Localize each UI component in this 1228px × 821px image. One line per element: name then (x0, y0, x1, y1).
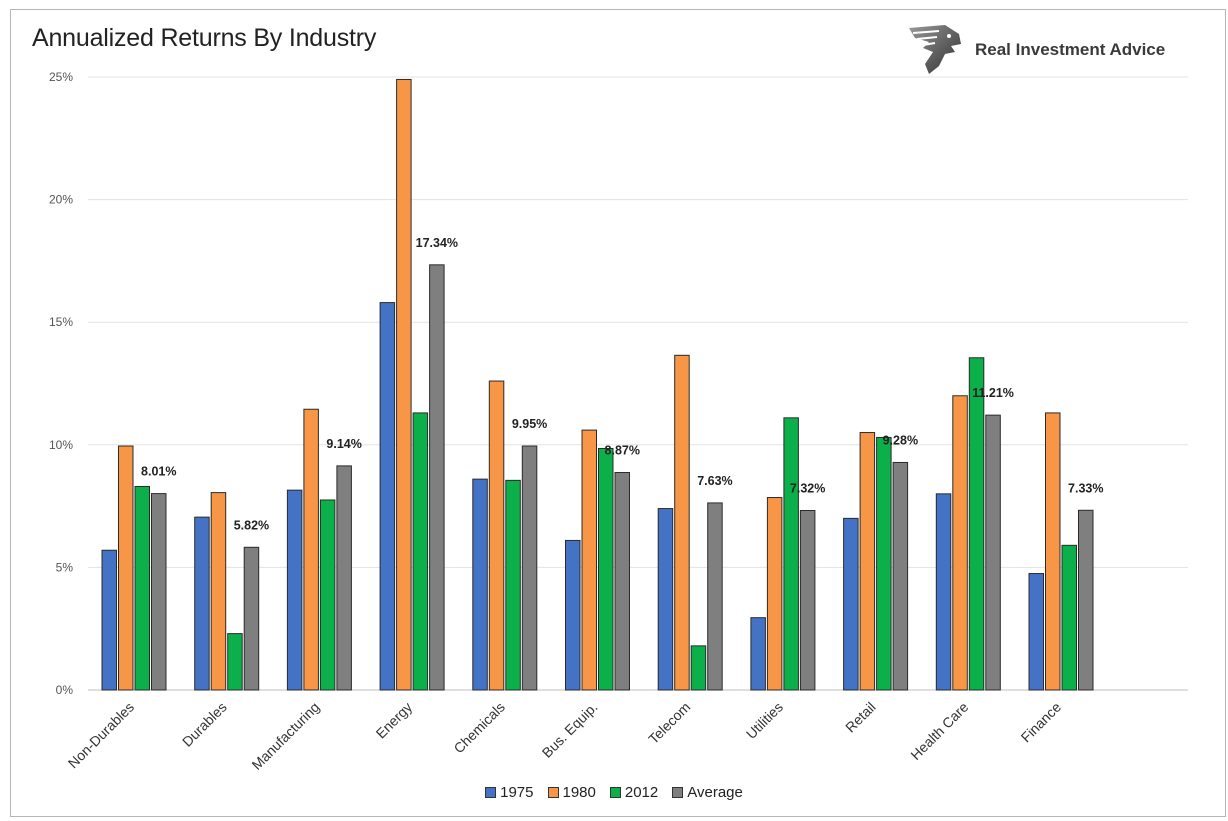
data-label-average: 17.34% (416, 236, 458, 250)
x-axis-categories: Non-Durables Durables Manufacturing Energy C… (65, 699, 1065, 773)
bar-2012-finance (1061, 544, 1077, 691)
legend-label: 2012 (624, 784, 659, 801)
bar-2012-telecom (690, 645, 707, 691)
y-tick-label: 15% (49, 315, 73, 329)
brand-logo: Real Investment Advice (905, 22, 1205, 80)
bar-average-chemicals (521, 445, 538, 691)
bar-1975-non-durables (101, 549, 117, 691)
chart-title: Annualized Returns By Industry (32, 24, 377, 52)
legend-item: 1975 (485, 784, 534, 801)
legend-swatch (485, 787, 497, 798)
bar-1975-energy (379, 302, 396, 691)
bar-1975-bus-equip- (565, 539, 581, 691)
bar-average-retail (892, 461, 909, 691)
bar-1975-telecom (657, 508, 674, 691)
bar-1980-energy (396, 78, 412, 691)
legend-label: 1975 (500, 784, 534, 801)
bar-1980-bus-equip- (581, 429, 597, 691)
y-tick-label: 25% (49, 70, 73, 84)
bar-2012-retail (876, 436, 892, 691)
bar-1975-manufacturing (286, 489, 303, 691)
data-label-average: 8.01% (141, 465, 176, 479)
data-label-average: 9.95% (512, 417, 547, 431)
y-tick-label: 0% (56, 683, 74, 697)
data-label-average: 7.63% (697, 474, 732, 488)
bar-2012-chemicals (505, 479, 521, 691)
bar-1975-health-care (935, 493, 952, 691)
bar-2012-manufacturing (319, 499, 336, 691)
x-category-label: Telecom (645, 699, 693, 747)
bar-1975-finance (1028, 573, 1044, 691)
bar-1980-utilities (766, 497, 783, 691)
x-category-label: Bus. Equip. (539, 699, 601, 761)
bar-average-utilities (799, 510, 816, 691)
legend-item: Average (672, 784, 743, 801)
data-label-average: 9.28% (883, 433, 918, 447)
x-category-label: Energy (373, 699, 416, 742)
bar-1980-manufacturing (303, 408, 319, 691)
x-category-label: Manufacturing (248, 699, 322, 773)
bar-average-finance (1078, 509, 1094, 691)
bar-average-energy (429, 264, 445, 691)
bar-1975-retail (843, 517, 859, 691)
bar-average-telecom (707, 502, 723, 691)
y-tick-label: 5% (56, 560, 74, 574)
data-label-average: 7.33% (1068, 481, 1103, 495)
x-category-label: Non-Durables (65, 699, 137, 771)
bars (101, 78, 1094, 691)
bar-average-durables (243, 546, 260, 691)
y-tick-label: 20% (49, 193, 73, 207)
x-category-label: Durables (179, 699, 230, 750)
x-category-label: Utilities (743, 699, 786, 742)
brand-name: Real Investment Advice (975, 40, 1166, 59)
bar-1975-utilities (750, 617, 766, 691)
bar-1980-durables (210, 492, 227, 691)
legend-swatch (547, 787, 559, 798)
bar-1980-telecom (674, 354, 690, 691)
x-category-label: Health Care (907, 699, 971, 763)
bar-2012-health-care (968, 357, 985, 691)
legend: 1975 1980 2012 Average (0, 784, 1228, 801)
gridlines (88, 76, 1188, 691)
legend-swatch (609, 787, 621, 798)
data-label-average: 7.32% (790, 482, 825, 496)
bar-1975-durables (194, 516, 210, 691)
legend-label: 1980 (562, 784, 596, 801)
y-axis-ticks: 0% 5% 10% 15% 20% 25% (49, 70, 73, 697)
legend-label: Average (687, 784, 743, 801)
bar-average-manufacturing (336, 465, 352, 691)
bar-1980-non-durables (118, 445, 134, 691)
bar-average-non-durables (151, 493, 167, 691)
bar-2012-utilities (783, 417, 799, 691)
bar-1980-chemicals (488, 380, 505, 691)
data-labels: 8.01% 5.82% 9.14% 17.34% 9.95% 8.87% 7.63% 7.32… (141, 236, 1103, 532)
bar-1980-retail (859, 432, 876, 691)
x-category-label: Chemicals (450, 699, 508, 757)
bar-2012-energy (412, 412, 429, 691)
bar-2012-durables (227, 633, 243, 691)
data-label-average: 5.82% (234, 518, 269, 532)
bar-average-bus-equip- (614, 472, 630, 691)
eagle-head-icon (909, 25, 961, 74)
data-label-average: 11.21% (972, 386, 1014, 400)
x-category-label: Retail (842, 699, 879, 736)
data-label-average: 9.14% (326, 437, 361, 451)
bar-1980-health-care (952, 395, 968, 691)
x-category-label: Finance (1018, 699, 1065, 746)
bar-1980-finance (1045, 412, 1061, 691)
legend-item: 2012 (609, 784, 659, 801)
bar-2012-non-durables (134, 485, 150, 691)
bar-1975-chemicals (472, 478, 488, 691)
bar-average-health-care (985, 414, 1001, 691)
bar-2012-bus-equip- (598, 447, 614, 691)
data-label-average: 8.87% (605, 444, 640, 458)
y-tick-label: 10% (49, 438, 73, 452)
legend-item: 1980 (547, 784, 596, 801)
legend-swatch (672, 787, 684, 798)
